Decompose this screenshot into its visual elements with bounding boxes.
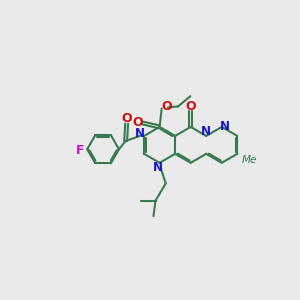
Text: F: F xyxy=(76,144,84,157)
Text: O: O xyxy=(133,116,143,129)
Text: N: N xyxy=(135,128,145,140)
Text: O: O xyxy=(121,112,132,125)
Text: O: O xyxy=(161,100,172,113)
Text: N: N xyxy=(220,120,230,134)
Text: N: N xyxy=(153,161,163,174)
Text: O: O xyxy=(185,100,196,113)
Text: N: N xyxy=(201,125,211,138)
Text: Me: Me xyxy=(242,155,257,165)
